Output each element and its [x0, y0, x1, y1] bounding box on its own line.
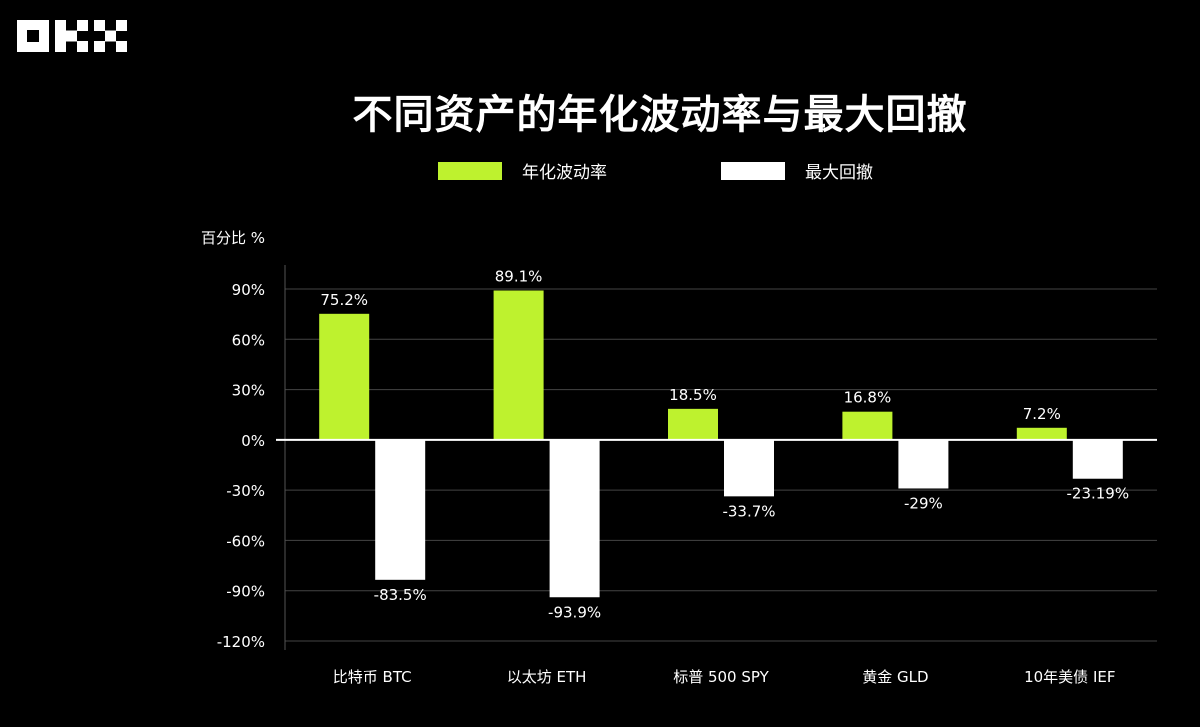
legend-label-drawdown: 最大回撤 — [805, 163, 873, 183]
data-label: -23.19% — [1066, 485, 1129, 503]
bar-volatility — [842, 411, 893, 440]
x-tick-label: 比特币 BTC — [333, 668, 412, 686]
y-tick-label: -60% — [226, 532, 265, 550]
bar-drawdown — [724, 439, 774, 497]
y-tick-label: -90% — [226, 583, 265, 601]
data-label: -83.5% — [374, 586, 427, 604]
x-tick-label: 黄金 GLD — [862, 668, 928, 686]
bar-volatility — [668, 408, 718, 440]
legend: 年化波动率 最大回撤 — [0, 158, 1200, 183]
bar-drawdown — [1072, 439, 1123, 479]
y-axis-label: 百分比 % — [201, 229, 266, 247]
data-label: 18.5% — [669, 386, 717, 404]
legend-swatch-drawdown — [721, 161, 785, 180]
data-label: -29% — [904, 494, 943, 512]
y-tick-label: 60% — [232, 331, 265, 349]
x-tick-label: 以太坊 ETH — [507, 668, 587, 686]
legend-swatch-volatility — [438, 161, 502, 180]
y-tick-label: 0% — [241, 432, 265, 450]
legend-item-drawdown: 最大回撤 — [721, 158, 873, 183]
y-tick-label: 90% — [232, 281, 265, 299]
bar-drawdown — [898, 439, 949, 489]
data-label: -33.7% — [722, 502, 775, 520]
legend-label-volatility: 年化波动率 — [522, 163, 607, 183]
bar-volatility — [319, 313, 370, 440]
legend-item-volatility: 年化波动率 — [438, 158, 607, 183]
bar-volatility — [493, 290, 544, 440]
data-label: 75.2% — [320, 291, 368, 309]
data-label: 89.1% — [495, 268, 543, 286]
bar-drawdown — [375, 439, 426, 580]
y-tick-label: -120% — [217, 633, 265, 651]
x-tick-label: 10年美债 IEF — [1024, 668, 1115, 686]
okx-logo — [17, 20, 127, 56]
data-label: 16.8% — [844, 389, 892, 407]
y-tick-label: 30% — [232, 382, 265, 400]
y-tick-label: -30% — [226, 482, 265, 500]
x-tick-label: 标普 500 SPY — [673, 668, 769, 686]
data-label: -93.9% — [548, 603, 601, 621]
data-label: 7.2% — [1023, 405, 1061, 423]
chart-title: 不同资产的年化波动率与最大回撤 — [352, 92, 968, 138]
bar-volatility — [1016, 427, 1067, 440]
bar-drawdown — [549, 439, 600, 598]
